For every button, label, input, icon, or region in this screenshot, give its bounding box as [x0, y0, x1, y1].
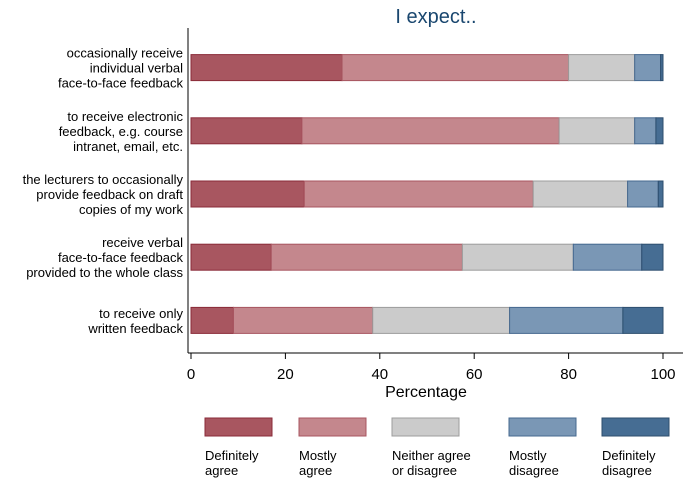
chart-title: I expect.. — [395, 6, 476, 28]
legend-swatch-2 — [298, 417, 367, 437]
x-axis: 0 20 40 60 80 100 — [187, 28, 683, 383]
x-axis-title: Percentage — [385, 384, 467, 401]
bar-cat1-series5 — [660, 54, 664, 82]
legend-label-1: Definitely agree — [205, 448, 259, 478]
bar-cat2-series3 — [558, 117, 636, 145]
legend: Definitely agree Mostly agree Neither agree o… — [204, 417, 670, 478]
bar-cat3-series3 — [532, 180, 629, 208]
x-tick-label-40: 40 — [371, 366, 388, 383]
bar-cat3-series5 — [657, 180, 664, 208]
bar-cat3-series2 — [303, 180, 534, 208]
bar-cat5-series1 — [190, 306, 234, 334]
bar-cat2-series2 — [301, 117, 560, 145]
x-tick-label-60: 60 — [466, 366, 483, 383]
bars-group — [190, 54, 664, 334]
legend-label-5: Definitely disagree — [602, 448, 656, 478]
bar-cat5-series4 — [509, 306, 624, 334]
bar-cat5-series5 — [622, 306, 664, 334]
legend-label-4: Mostly disagree — [509, 448, 559, 478]
category-label-5: to receive only written feedback — [87, 306, 183, 336]
bar-cat2-series4 — [634, 117, 657, 145]
category-label-4: receive verbal face-to-face feedback provi… — [26, 235, 183, 280]
legend-label-3: Neither agree or disagree — [392, 448, 471, 478]
bar-cat4-series2 — [270, 243, 463, 271]
bar-cat5-series3 — [372, 306, 511, 334]
x-tick-label-100: 100 — [650, 366, 675, 383]
category-labels: occasionally receive individual verbal fac… — [23, 46, 184, 336]
legend-label-2: Mostly agree — [299, 448, 337, 478]
bar-cat4-series4 — [572, 243, 643, 271]
bar-cat4-series5 — [641, 243, 664, 271]
bar-cat3-series4 — [627, 180, 659, 208]
x-tick-label-20: 20 — [277, 366, 294, 383]
bar-cat1-series1 — [190, 54, 343, 82]
category-label-3: the lecturers to occasionally provide fee… — [23, 172, 184, 217]
category-label-1: occasionally receive individual verbal fac… — [58, 46, 184, 91]
bar-cat1-series4 — [634, 54, 662, 82]
bar-cat4-series3 — [461, 243, 574, 271]
legend-swatch-4 — [508, 417, 577, 437]
bar-cat1-series2 — [341, 54, 570, 82]
bar-cat3-series1 — [190, 180, 305, 208]
bar-cat2-series1 — [190, 117, 303, 145]
bar-cat5-series2 — [232, 306, 374, 334]
category-label-2: to receive electronic feedback, e.g. cour… — [59, 109, 184, 154]
x-tick-label-80: 80 — [560, 366, 577, 383]
x-tick-label-0: 0 — [187, 366, 195, 383]
legend-swatch-1 — [204, 417, 273, 437]
legend-swatch-5 — [601, 417, 670, 437]
bar-cat4-series1 — [190, 243, 272, 271]
bar-cat1-series3 — [568, 54, 636, 82]
legend-swatch-3 — [391, 417, 460, 437]
bar-cat2-series5 — [655, 117, 664, 145]
